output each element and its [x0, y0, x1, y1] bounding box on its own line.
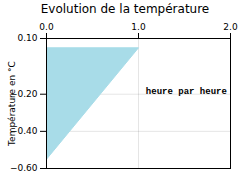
- svg-text:2.0: 2.0: [223, 22, 238, 32]
- svg-text:−0.60: −0.60: [10, 163, 38, 173]
- svg-text:−0.40: −0.40: [9, 126, 38, 137]
- html-text:Evolution de la température: Evolution de la température: [40, 2, 210, 16]
- svg-text:1.0: 1.0: [131, 22, 146, 32]
- svg-text:0.0: 0.0: [39, 22, 54, 32]
- svg-text:0.10: 0.10: [17, 33, 37, 43]
- svg-text:−0.20: −0.20: [9, 89, 38, 100]
- svg-text:Température en °C: Température en °C: [7, 61, 17, 147]
- svg-text:heure par heure: heure par heure: [146, 87, 227, 97]
